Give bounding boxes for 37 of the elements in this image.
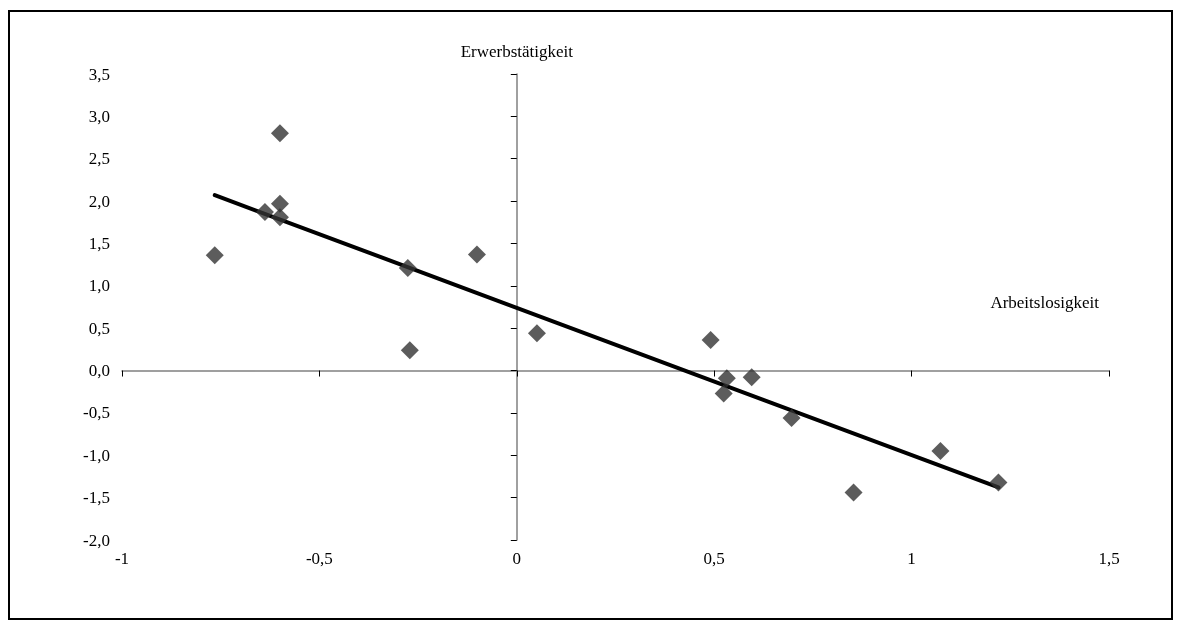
y-tick-label: 1,5 — [88, 233, 110, 253]
point — [270, 194, 289, 213]
y-tick-label: 0,0 — [88, 361, 110, 381]
point — [782, 408, 801, 427]
y-tick-label: -1,5 — [83, 488, 110, 508]
y-tick-label: -0,5 — [83, 403, 110, 423]
point — [205, 246, 224, 265]
x-tick-label: 1,5 — [1098, 549, 1120, 568]
point — [701, 331, 720, 350]
point — [255, 203, 274, 222]
x-tick-label: -1 — [114, 549, 130, 568]
point — [467, 245, 486, 264]
x-tick-label: 0 — [512, 549, 522, 568]
point — [717, 369, 736, 388]
y-tick-label: -1,0 — [83, 445, 110, 465]
point — [270, 208, 289, 227]
x-tick-label: -0,5 — [305, 549, 333, 568]
y-tick-label: -2,0 — [83, 530, 110, 550]
y-tick-label: 3,5 — [88, 64, 110, 84]
y-tick-label: 3,0 — [88, 106, 110, 126]
y-tick-label: 0,5 — [88, 318, 110, 338]
point — [400, 341, 419, 360]
y-axis-title: Erwerbstätigkeit — [460, 42, 574, 61]
point — [742, 368, 761, 387]
x-axis-title: Arbeitslosigkeit — [990, 292, 1100, 312]
point — [714, 384, 733, 403]
y-tick-label: 2,5 — [88, 149, 110, 169]
point — [527, 324, 546, 343]
x-tick-label: 1 — [907, 549, 916, 568]
point — [989, 473, 1008, 492]
point — [844, 483, 863, 502]
y-tick-label: 2,0 — [88, 191, 110, 211]
point — [270, 124, 289, 143]
y-tick-label: 1,0 — [88, 276, 110, 296]
x-tick-label: 0,5 — [703, 549, 725, 568]
point — [931, 442, 950, 461]
point — [398, 259, 417, 278]
